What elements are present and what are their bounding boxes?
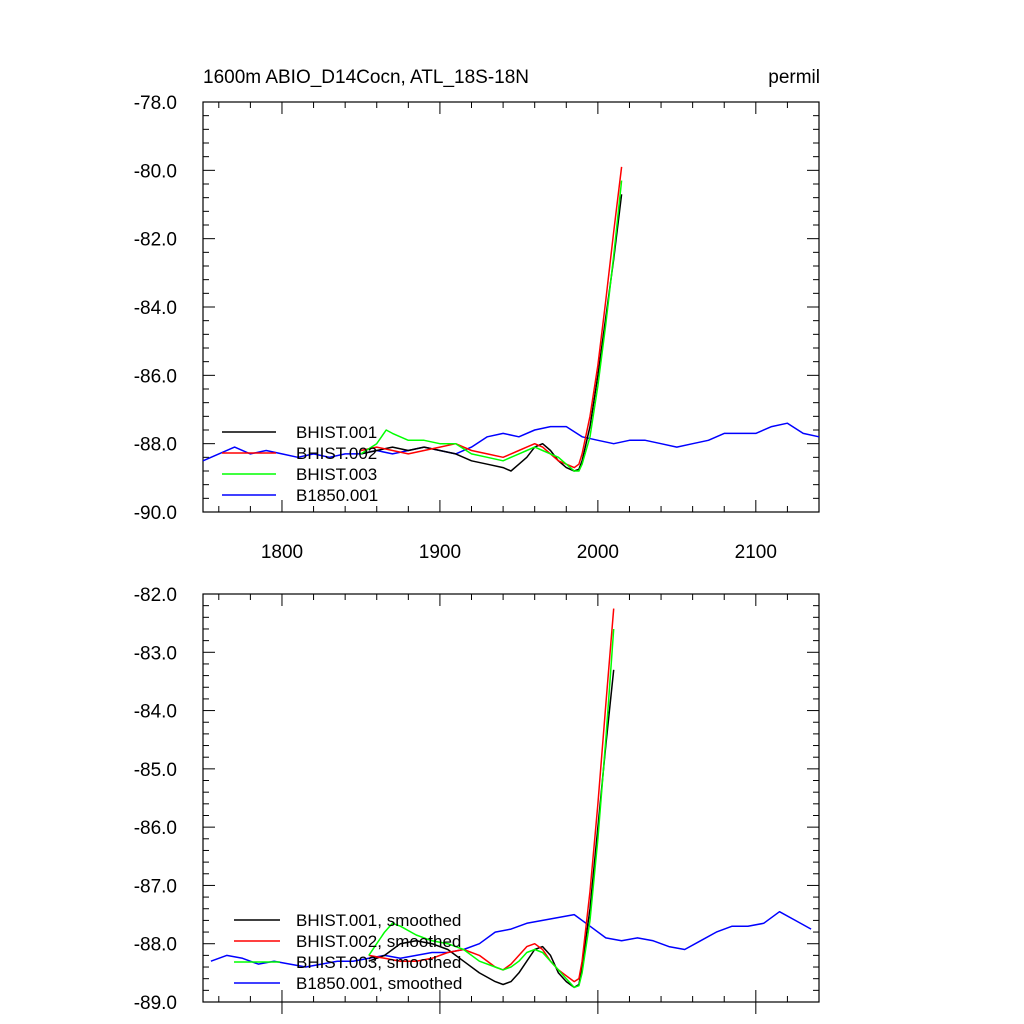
legend-label: BHIST.003, smoothed	[296, 953, 461, 972]
series-line-bhist-001	[368, 669, 615, 989]
legend-label: BHIST.002	[296, 444, 377, 463]
y-tick-label: -86.0	[134, 366, 177, 387]
bottom-tick-labels: -89.0 -88.0 -87.0 -86.0 -85.0 -84.0 -83.0 -82.0	[134, 585, 177, 1014]
units-label: permil	[768, 67, 820, 88]
series-line-bhist-003	[360, 180, 623, 472]
legend-label: B1850.001, smoothed	[296, 974, 462, 993]
bottom-series-lines	[210, 608, 812, 989]
top-series-lines	[202, 166, 820, 472]
bottom-panel: -89.0 -88.0 -87.0 -86.0 -85.0 -84.0 -83.0 -82.0…	[134, 585, 820, 1014]
x-tick-label: 2000	[577, 542, 619, 563]
y-tick-label: -90.0	[134, 503, 177, 524]
y-tick-label: -88.0	[134, 435, 177, 456]
top-ticks	[203, 101, 820, 513]
y-tick-label: -82.0	[134, 230, 177, 251]
bottom-legend: BHIST.001, smoothed BHIST.002, smoothed BH…	[234, 911, 462, 993]
bottom-plot-frame	[202, 593, 820, 1003]
legend-label: BHIST.003	[296, 465, 377, 484]
y-tick-label: -87.0	[134, 876, 177, 897]
y-tick-label: -80.0	[134, 161, 177, 182]
chart-title: 1600m ABIO_D14Cocn, ATL_18S-18N	[203, 67, 529, 88]
y-tick-label: -78.0	[134, 93, 177, 114]
legend-label: B1850.001	[296, 486, 378, 505]
y-tick-label: -84.0	[134, 702, 177, 723]
series-line-b1850-001	[202, 422, 820, 462]
legend-label: BHIST.001	[296, 423, 377, 442]
y-tick-label: -83.0	[134, 643, 177, 664]
y-tick-label: -82.0	[134, 585, 177, 606]
legend-label: BHIST.002, smoothed	[296, 932, 461, 951]
series-line-bhist-003	[368, 628, 615, 989]
series-line-bhist-001	[360, 194, 623, 472]
x-tick-label: 2100	[735, 542, 777, 563]
series-line-bhist-002	[360, 166, 623, 469]
x-tick-label: 1900	[419, 542, 461, 563]
x-tick-label: 1800	[261, 542, 303, 563]
series-line-bhist-002	[368, 608, 615, 983]
y-tick-label: -88.0	[134, 935, 177, 956]
y-tick-label: -86.0	[134, 818, 177, 839]
y-tick-label: -89.0	[134, 993, 177, 1014]
series-line-b1850-001	[210, 910, 812, 968]
y-tick-label: -84.0	[134, 298, 177, 319]
top-panel: -90.0 -88.0 -86.0 -84.0 -82.0 -80.0 -78.0 1800 1…	[134, 93, 820, 563]
top-legend: BHIST.001 BHIST.002 BHIST.003 B1850.001	[222, 423, 378, 505]
y-tick-label: -85.0	[134, 760, 177, 781]
bottom-ticks	[203, 593, 820, 1014]
legend-label: BHIST.001, smoothed	[296, 911, 461, 930]
top-tick-labels: -90.0 -88.0 -86.0 -84.0 -82.0 -80.0 -78.0 1800 1…	[134, 93, 777, 563]
